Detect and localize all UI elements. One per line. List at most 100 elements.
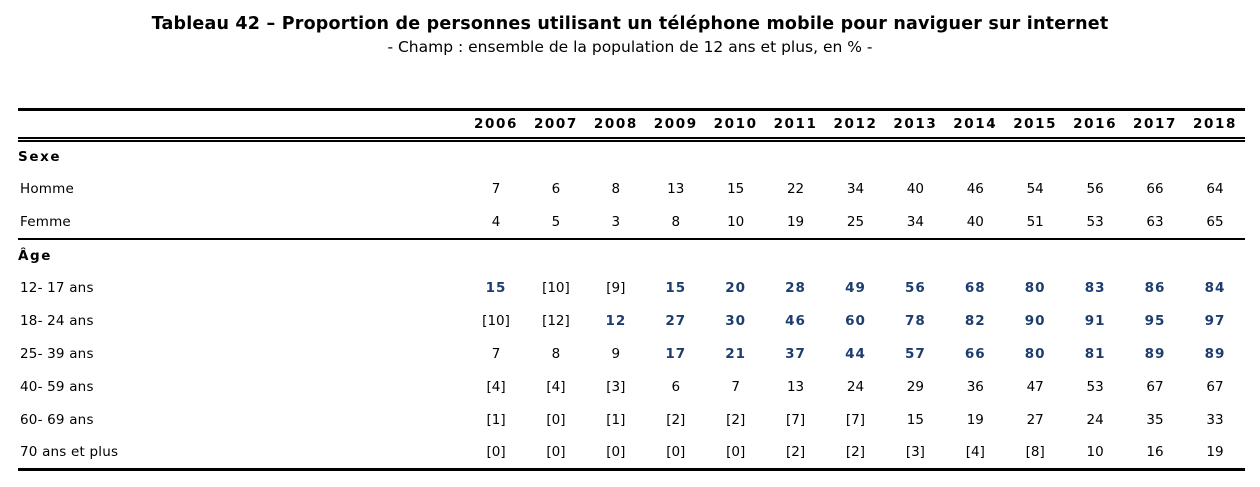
value-cell: 56 bbox=[1086, 181, 1104, 197]
value-cell: 53 bbox=[1086, 213, 1104, 230]
value-cell: 6 bbox=[551, 181, 561, 197]
value-cell: 29 bbox=[906, 379, 924, 395]
value-cell: [12] bbox=[542, 313, 570, 329]
value-cell: 16 bbox=[1146, 444, 1164, 461]
value-cell: 46 bbox=[785, 313, 806, 329]
table-row: 70 ans et plus [0] [0] [0] [0] [0] [2] [2] [3] [4… bbox=[18, 437, 1245, 470]
value-cell: 64 bbox=[1206, 181, 1224, 197]
value-cell: 36 bbox=[966, 379, 984, 395]
value-cell: 20 bbox=[725, 280, 747, 296]
value-cell: [4] bbox=[546, 379, 566, 395]
value-cell: 83 bbox=[1084, 280, 1106, 296]
value-cell: 8 bbox=[671, 213, 681, 230]
value-cell: 27 bbox=[665, 313, 687, 329]
value-cell: 81 bbox=[1084, 346, 1106, 362]
table-row: 18- 24 ans [10] [12] 12 27 30 46 60 78 82 90 91 95 97 bbox=[18, 305, 1245, 338]
year-column-header: 2006 bbox=[474, 116, 519, 132]
value-cell: 57 bbox=[904, 346, 926, 362]
value-cell: [2] bbox=[845, 444, 866, 461]
value-cell: [2] bbox=[666, 412, 686, 428]
table-subtitle: - Champ : ensemble de la population de 1… bbox=[387, 38, 873, 56]
value-cell: [2] bbox=[786, 444, 806, 461]
value-cell: 10 bbox=[1086, 444, 1104, 461]
value-cell: 68 bbox=[964, 280, 986, 296]
value-cell: 86 bbox=[1144, 280, 1166, 296]
value-cell: 25 bbox=[846, 213, 865, 230]
value-cell: 56 bbox=[904, 280, 926, 296]
row-label: 60- 69 ans bbox=[20, 412, 94, 428]
table-row: Femme 4 5 3 8 10 19 25 34 40 51 53 63 65 bbox=[18, 206, 1245, 239]
value-cell: 22 bbox=[786, 181, 805, 197]
value-cell: 66 bbox=[964, 346, 986, 362]
value-cell: [0] bbox=[606, 444, 626, 461]
value-cell: 34 bbox=[846, 181, 865, 197]
value-cell: 19 bbox=[1206, 444, 1224, 461]
year-column-header: 2009 bbox=[653, 116, 698, 132]
value-cell: 67 bbox=[1206, 379, 1224, 395]
value-cell: 12 bbox=[605, 313, 627, 329]
year-column-header: 2014 bbox=[953, 116, 998, 132]
value-cell: 9 bbox=[611, 346, 621, 362]
section-header: Âge bbox=[18, 247, 53, 264]
value-cell: 13 bbox=[786, 379, 805, 395]
value-cell: 63 bbox=[1146, 213, 1164, 230]
value-cell: [2] bbox=[726, 412, 746, 428]
value-cell: [3] bbox=[905, 444, 925, 461]
value-cell: 46 bbox=[966, 181, 984, 197]
value-cell: 27 bbox=[1026, 412, 1044, 428]
value-cell: 40 bbox=[966, 213, 984, 230]
value-cell: [0] bbox=[666, 444, 686, 461]
year-column-header: 2011 bbox=[773, 116, 818, 132]
year-column-header: 2007 bbox=[533, 116, 578, 132]
value-cell: 67 bbox=[1146, 379, 1164, 395]
row-label: 18- 24 ans bbox=[20, 313, 94, 329]
value-cell: 35 bbox=[1146, 412, 1164, 428]
table-row: Homme 7 6 8 13 15 22 34 40 46 54 56 66 64 bbox=[18, 173, 1245, 206]
year-column-header: 2013 bbox=[893, 116, 938, 132]
value-cell: [0] bbox=[726, 444, 746, 461]
value-cell: 97 bbox=[1204, 313, 1226, 329]
year-column-header: 2008 bbox=[593, 116, 638, 132]
row-label: 25- 39 ans bbox=[20, 346, 94, 362]
value-cell: 6 bbox=[671, 379, 681, 395]
value-cell: 47 bbox=[1026, 379, 1044, 395]
value-cell: 95 bbox=[1144, 313, 1166, 329]
header-blank-cell bbox=[18, 110, 466, 140]
value-cell: 19 bbox=[966, 412, 984, 428]
value-cell: [0] bbox=[546, 412, 566, 428]
value-cell: 8 bbox=[611, 181, 621, 197]
value-cell: [9] bbox=[606, 280, 626, 296]
section-header-row: Âge bbox=[18, 238, 1245, 272]
value-cell: 80 bbox=[1024, 280, 1046, 296]
value-cell: [4] bbox=[965, 444, 985, 461]
statistics-table: 2006 2007 2008 2009 2010 2011 2012 2013 2014 2015… bbox=[18, 108, 1245, 471]
table-header: 2006 2007 2008 2009 2010 2011 2012 2013 2014 2015… bbox=[18, 109, 1245, 140]
value-cell: 51 bbox=[1026, 213, 1044, 230]
value-cell: 82 bbox=[964, 313, 986, 329]
value-cell: 7 bbox=[491, 181, 501, 197]
value-cell: [3] bbox=[606, 379, 626, 395]
year-column-header: 2017 bbox=[1133, 116, 1177, 132]
value-cell: 80 bbox=[1024, 346, 1046, 362]
value-cell: 30 bbox=[725, 313, 747, 329]
value-cell: 60 bbox=[845, 313, 866, 329]
value-cell: 5 bbox=[551, 213, 561, 230]
value-cell: 54 bbox=[1026, 181, 1044, 197]
row-label: 12- 17 ans bbox=[20, 280, 94, 296]
year-column-header: 2012 bbox=[833, 116, 878, 132]
value-cell: 15 bbox=[906, 412, 924, 428]
table-row: 40- 59 ans [4] [4] [3] 6 7 13 24 29 36 47 53 67 67 bbox=[18, 371, 1245, 404]
value-cell: 28 bbox=[785, 280, 806, 296]
value-cell: 17 bbox=[665, 346, 687, 362]
value-cell: 84 bbox=[1204, 280, 1226, 296]
value-cell: [4] bbox=[486, 379, 506, 395]
year-column-header: 2010 bbox=[713, 116, 758, 132]
value-cell: [7] bbox=[786, 412, 806, 428]
table-title: Tableau 42 – Proportion de personnes uti… bbox=[151, 14, 1109, 34]
year-column-header: 2015 bbox=[1013, 116, 1058, 132]
table-row: 25- 39 ans 7 8 9 17 21 37 44 57 66 80 81 89 89 bbox=[18, 338, 1245, 371]
value-cell: 3 bbox=[611, 213, 621, 230]
value-cell: 89 bbox=[1204, 346, 1226, 362]
value-cell: [10] bbox=[482, 313, 510, 329]
value-cell: 24 bbox=[1086, 412, 1104, 428]
